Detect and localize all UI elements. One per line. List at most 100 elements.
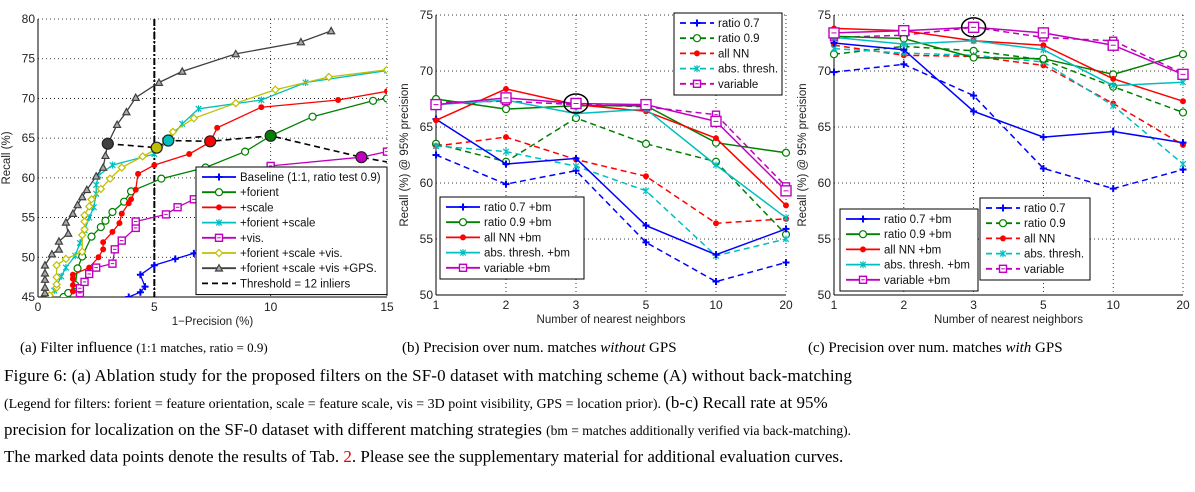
legend-label: abs. thresh. +bm [484,248,570,260]
chart-a-y-tick-label: 75 [22,52,36,66]
chart-b-dashed-legend-item-all-nn: all NN [680,48,749,60]
chart-c-point-abs-thresh-bm [900,40,908,48]
chart-a-point-scale [69,271,76,278]
chart-a-point-forient [308,112,317,121]
chart-a-point-forient-scale-vis-gps [40,260,50,269]
chart-a-point-forient-scale-vis-gps [40,288,50,297]
chart-a-point-forient [240,147,250,156]
chart-a-point-forient-scale-vis-gps [40,274,50,283]
chart-b-line-all-nn-bm [435,88,787,206]
chart-a-point-forient-scale-vis-gps [100,150,110,160]
chart-a-point-baseline-1-1-ratio-test-0-9 [136,271,144,279]
chart-b-point-ratio-0-7 [642,238,650,246]
chart-c-x-tick-label: 10 [1107,298,1121,312]
chart-b-y-tick-label: 65 [420,120,434,134]
legend-marker [694,50,700,57]
chart-c-point-ratio-0-7 [1039,164,1047,172]
figure-caption-line-4: The marked data points denote the result… [4,447,843,467]
chart-a-legend-item-vis: +vis. [202,233,264,245]
chart-a-point-forient-scale-vis [324,72,334,82]
table-reference-link[interactable]: 2 [343,447,352,466]
chart-b-x-tick-label: 1 [433,298,440,312]
chart-a-point-forient-scale [109,161,116,169]
chart-a-marked-point [355,151,368,164]
legend-label: ratio 0.9 [1024,218,1066,230]
chart-a-legend-item-scale: +scale [202,202,274,214]
chart-a-legend-item-forient: +forient [202,187,279,199]
chart-a-x-tick-label: 5 [151,300,158,314]
chart-filter-influence: 0 5 10 15 45 50 55 60 65 70 75 80 1−Precision (%) Rec… [1,12,394,328]
chart-c-line-ratio-0-9 [833,45,1184,114]
legend-marker [215,173,223,181]
chart-b-point-ratio-0-7-bm [502,160,510,168]
chart-a-point-scale [186,151,193,158]
legend-marker [1000,235,1006,242]
legend-label: ratio 0.9 [718,33,760,45]
chart-c-y-tick-label: 55 [818,232,832,246]
chart-b-line-all-nn [435,136,787,225]
chart-c-line-ratio-0-7 [833,63,1184,190]
chart-a-point-scale [100,246,107,253]
chart-a-point-forient [382,94,387,103]
legend-label: +vis. [240,233,264,245]
subcaption-b-emph: without [600,340,646,356]
chart-a-point-forient [108,207,117,217]
legend-label: abs. thresh. +bm [884,260,970,272]
chart-b-solid-legend-item-abs-thresh-bm: abs. thresh. +bm [446,248,570,260]
chart-c-point-ratio-0-7-bm [1179,139,1187,147]
chart-c-point-ratio-0-7-bm [1039,133,1047,141]
chart-a-point-forient-scale-vis [231,98,241,108]
chart-a-series-scale [69,88,387,295]
chart-c-solid-legend-item-ratio-0-7-bm: ratio 0.7 +bm [846,214,951,226]
chart-b-y-tick-label: 55 [420,232,434,246]
caption-bc-intro: (b-c) Recall rate at 95% [665,393,828,412]
chart-a-y-tick-label: 50 [22,250,36,264]
chart-c-dashed-legend-item-all-nn: all NN [986,233,1055,245]
chart-c-point-ratio-0-7 [1109,185,1117,193]
chart-a-point-forient-scale-vis-gps [40,268,50,277]
chart-b-dashed-legend-item-ratio-0-7: ratio 0.7 [680,18,760,30]
legend-label: all NN [1024,233,1055,245]
chart-c-point-ratio-0-7 [900,60,908,68]
subcaption-b: (b) Precision over num. matches without … [402,340,677,357]
chart-b-x-tick-label: 5 [643,298,650,312]
chart-a-marked-point [150,141,163,154]
chart-c-series-abs-thresh-bm [830,33,1187,90]
caption-legend-note: (Legend for filters: forient = feature o… [4,397,661,412]
legend-marker [998,219,1008,228]
chart-c-point-abs-thresh-bm [970,37,977,45]
chart-b-point-abs-thresh [642,187,650,195]
chart-a-point-scale [69,282,76,289]
legend-marker [858,230,868,239]
chart-c-dashed-legend-item-variable: variable [986,264,1064,276]
chart-b-point-abs-thresh-bm [782,214,790,222]
chart-a-y-tick-label: 80 [22,12,36,26]
chart-c-point-ratio-0-7 [970,92,978,100]
chart-b-point-all-nn-bm [433,117,439,124]
chart-c-line-variable-bm [833,26,1184,76]
chart-b-line-ratio-0-7 [435,154,787,283]
legend-label: variable [718,79,758,91]
legend-label: all NN [718,48,749,60]
legend-marker [692,34,702,43]
chart-a-point-forient-scale-vis [270,85,280,95]
legend-marker [860,246,866,253]
chart-a-point-forient-scale-vis [105,174,115,183]
chart-b-line-variable-bm [435,97,787,192]
chart-c-y-tick-label: 50 [818,288,832,302]
chart-a-point-forient-scale-vis-gps [47,249,57,258]
chart-a-point-forient-scale-vis-gps [73,200,83,209]
chart-c-line-variable [833,26,1184,74]
chart-a-point-forient-scale [195,105,202,113]
chart-a-point-forient-scale-vis [52,260,61,270]
chart-a-line-scale [72,90,387,292]
chart-b-point-abs-thresh [502,148,510,156]
legend-label: +forient +scale +vis +GPS. [240,263,377,275]
chart-c-series-abs-thresh [830,45,1187,168]
chart-c-x-axis-label: Number of nearest neighbors [934,314,1083,326]
subcaption-b-text: (b) Precision over num. matches [402,340,597,356]
chart-c-line-ratio-0-9-bm [833,35,1184,76]
chart-a-point-forient-scale-vis [77,247,87,257]
chart-c-y-tick-label: 65 [818,120,832,134]
chart-b-point-all-nn-bm [713,135,719,142]
